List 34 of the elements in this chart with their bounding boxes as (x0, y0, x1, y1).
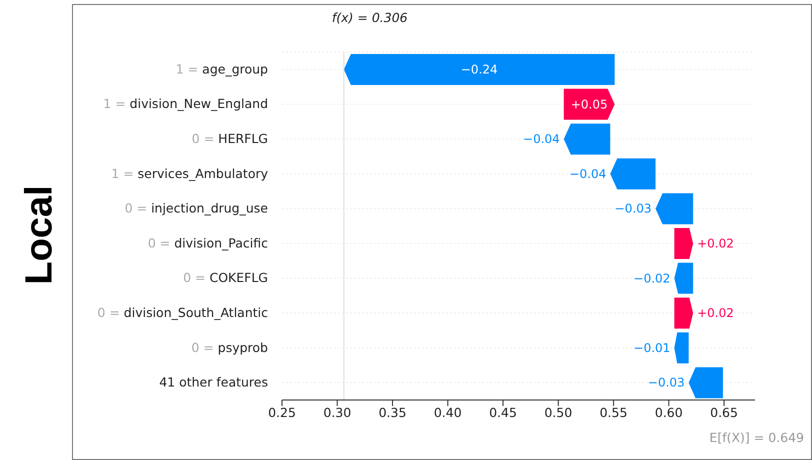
data-label: −0.04 (523, 132, 560, 146)
y-tick-label: 0 = division_Pacific (148, 235, 268, 250)
text: E[f(X)] = 0.649 (709, 430, 804, 445)
data-label: −0.02 (634, 271, 670, 286)
x-tick-label: 0.45 (489, 404, 517, 420)
x-tick-label: 0.60 (654, 404, 683, 420)
y-tick-label: 0 = COKEFLG (183, 270, 268, 286)
bar (564, 88, 615, 120)
data-label: −0.01 (634, 340, 670, 355)
text: Local (18, 185, 62, 285)
y-tick-label: 0 = injection_drug_use (124, 200, 268, 216)
x-tick-label: 0.55 (600, 404, 628, 420)
data-label: −0.03 (648, 376, 685, 390)
x-tick-label: 0.35 (378, 404, 406, 420)
data-label: −0.04 (569, 166, 606, 181)
y-tick-label: 41 other features (159, 374, 268, 390)
x-tick-label: 0.25 (268, 404, 296, 420)
data-label: −0.24 (460, 62, 498, 76)
y-tick-label: 0 = HERFLG (192, 131, 268, 146)
y-tick-label: 1 = services_Ambulatory (111, 166, 269, 181)
y-tick-label: 1 = division_New_England (103, 96, 268, 112)
y-tick-label: 0 = psyprob (191, 340, 268, 355)
y-tick-label: 0 = division_South_Atlantic (97, 305, 268, 320)
data-label: +0.05 (570, 97, 608, 112)
ref-line-label: f(x) = 0.306 (332, 10, 408, 25)
x-tick-label: 0.50 (544, 404, 572, 420)
data-label: +0.02 (697, 306, 734, 320)
x-tick-label: 0.40 (434, 404, 462, 420)
x-tick-label: 0.30 (323, 404, 352, 420)
data-label: +0.02 (697, 236, 734, 250)
data-label: −0.03 (614, 202, 652, 216)
bar (344, 54, 615, 85)
x-tick-label: 0.65 (710, 404, 738, 420)
y-tick-label: 1 = age_group (176, 61, 268, 76)
